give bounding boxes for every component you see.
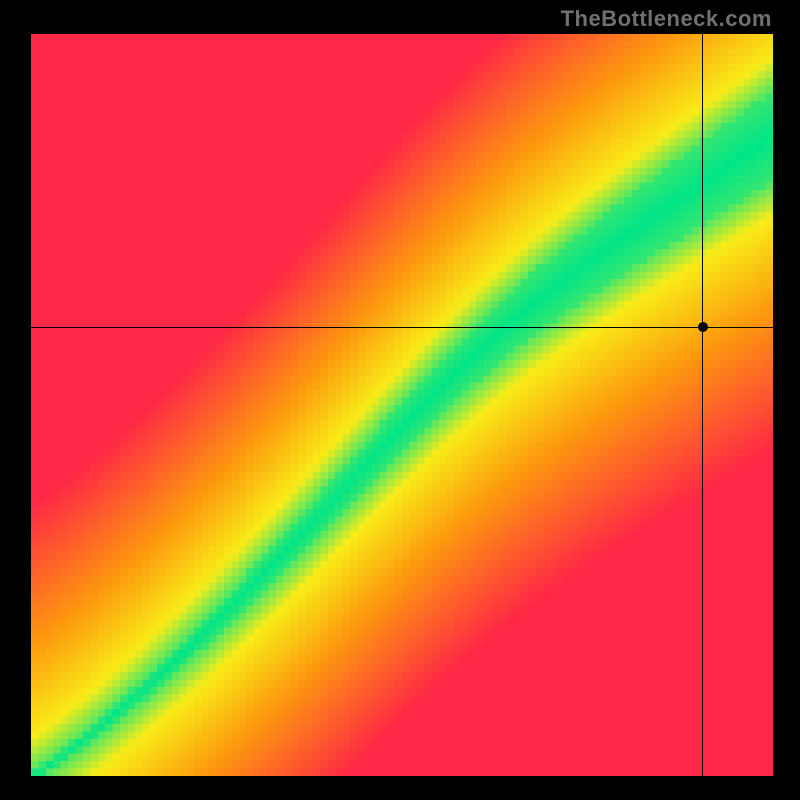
crosshair-point [698, 322, 708, 332]
crosshair-horizontal [0, 327, 800, 328]
watermark-text: TheBottleneck.com [561, 6, 772, 32]
crosshair-vertical [702, 0, 703, 800]
bottleneck-heatmap [31, 34, 773, 776]
chart-container: TheBottleneck.com [0, 0, 800, 800]
